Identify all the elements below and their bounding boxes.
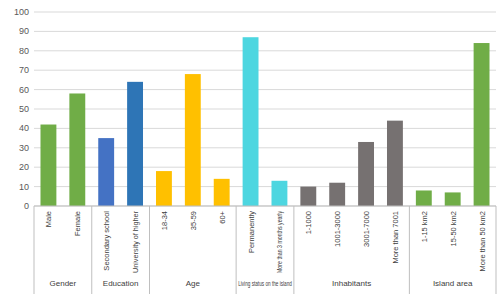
bar [127,82,143,206]
y-tick-label: 100 [14,7,29,17]
bar [243,37,259,206]
x-tick-label: 1001-3000 [333,211,342,247]
group-separator [409,206,410,294]
grid-line [34,50,496,51]
x-tick-label: 1-1000 [304,211,313,234]
bar [474,43,490,206]
y-tick-label: 10 [19,182,29,192]
group-separator [496,206,497,294]
x-tick-label: More than 7001 [391,211,400,264]
bar [98,138,114,206]
bar [329,183,345,206]
y-tick-label: 30 [19,143,29,153]
group-label: Education [103,279,139,288]
y-tick-label: 90 [19,26,29,36]
group-label: Age [186,279,201,288]
x-tick-label: 1-15 km2 [420,211,429,242]
grid-line [34,128,496,129]
bar [387,121,403,206]
y-tick-label: 40 [19,123,29,133]
bar [156,171,172,206]
x-tick-label: 35-59 [189,211,198,230]
x-axis [34,206,496,207]
x-tick-label: 60+ [218,210,227,223]
group-label: Gender [50,279,77,288]
bar [40,125,56,206]
bar [214,179,230,206]
x-tick-label: University of higher [131,211,140,273]
bar [271,181,287,206]
chart: 0 10 20 30 40 50 60 70 80 90 100 Male Female Secondar… [0,0,500,294]
grid-line [34,70,496,71]
group-separator [149,206,150,294]
x-tick-label: More than 50 km2 [478,211,487,271]
bar [300,187,316,206]
bar [445,192,461,206]
x-tick-label: 15-50 km2 [449,211,458,246]
grid-line [34,109,496,110]
grid-line [34,31,496,32]
group-separator [91,206,92,294]
y-tick-label: 80 [19,46,29,56]
group-separator [236,206,237,294]
group-label: Inhabitants [332,279,371,288]
bar [358,142,374,206]
bars [40,37,489,206]
bar [185,74,201,206]
grid-line [34,89,496,90]
x-tick-label: 18-34 [160,211,169,230]
grid-line [34,12,496,13]
y-tick-label: 50 [19,104,29,114]
bar [416,190,432,206]
y-tick-label: 60 [19,85,29,95]
x-tick-label: 3001-7000 [362,211,371,247]
x-tick-label: Female [73,211,82,236]
group-label: Living status on the island [238,279,292,288]
x-tick-label: More than 3 months yearly [275,211,284,273]
group-separator [34,206,35,294]
y-tick-label: 70 [19,65,29,75]
y-tick-label: 0 [24,201,29,211]
group-label: Island area [433,279,473,288]
y-tick-label: 20 [19,162,29,172]
x-tick-label: Secondary school [102,211,111,271]
bar [69,93,85,206]
grid-line [34,206,496,207]
x-tick-label: Permanently [247,211,256,253]
x-tick-label: Male [44,211,53,227]
group-separator [293,206,294,294]
